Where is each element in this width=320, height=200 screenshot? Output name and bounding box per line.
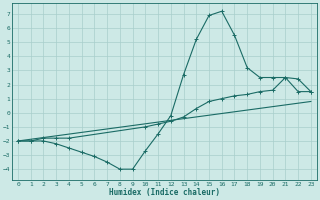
X-axis label: Humidex (Indice chaleur): Humidex (Indice chaleur) (109, 188, 220, 197)
